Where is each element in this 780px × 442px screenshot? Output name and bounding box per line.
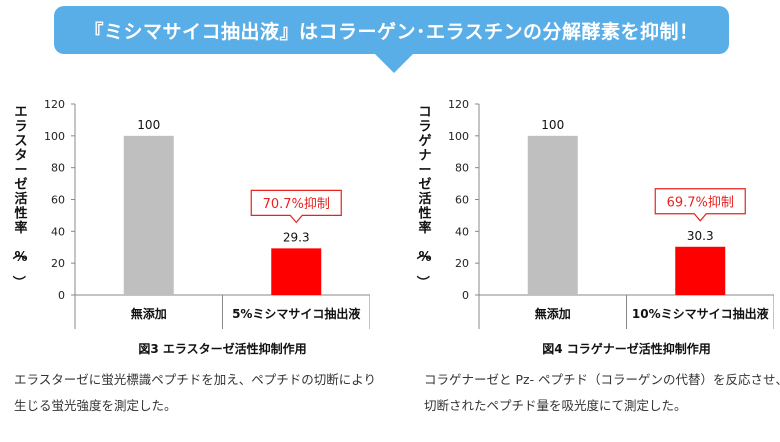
y-tick-label: 0: [58, 289, 65, 302]
y-tick-label: 0: [462, 289, 469, 302]
y-axis-label: エラスターゼ活性率（%）: [10, 105, 27, 289]
headline-banner: 『ミシマサイコ抽出液』はコラーゲン･エラスチンの分解酵素を抑制！: [54, 6, 729, 54]
elastase-chart-svg: エラスターゼ活性率（%） 0 20 40 60 80 100 120 100 無添加 29.3 5%ミ…: [10, 98, 370, 356]
bar: [271, 248, 322, 295]
y-tick-label: 100: [448, 130, 469, 143]
bar-value-label: 30.3: [687, 229, 714, 243]
y-tick-label: 100: [44, 130, 65, 143]
y-tick-label: 60: [51, 194, 65, 207]
y-tick-label: 40: [51, 225, 65, 238]
y-tick-label: 20: [455, 257, 469, 270]
bar: [675, 246, 726, 295]
bar: [123, 135, 174, 295]
elastase-chart: エラスターゼ活性率（%） 0 20 40 60 80 100 120 100 無添加 29.3 5%ミ…: [0, 88, 370, 358]
callout-box: [654, 188, 746, 222]
collagenase-method-text: コラゲナーゼと Pz- ペプチド（コラーゲンの代替）を反応させ、切断されたペプチ…: [424, 372, 780, 413]
collagenase-chart-svg: コラゲナーゼ活性率（%） 0 20 40 60 80 100 120 100 無添加 30.3 10%…: [414, 98, 774, 356]
figure-caption: 図4 コラゲナーゼ活性抑制作用: [542, 341, 711, 356]
y-tick-label: 60: [455, 194, 469, 207]
y-tick-label: 80: [455, 162, 469, 175]
collagenase-chart: コラゲナーゼ活性率（%） 0 20 40 60 80 100 120 100 無添加 30.3 10%…: [404, 88, 774, 358]
y-tick-label: 120: [44, 98, 65, 111]
y-tick-label: 120: [448, 98, 469, 111]
category-label: 無添加: [131, 306, 167, 321]
callout-box: [250, 189, 342, 224]
callout-text: 69.7%抑制: [667, 195, 734, 210]
callout-text: 70.7%抑制: [263, 197, 330, 212]
bar-value-label: 100: [137, 118, 160, 132]
y-tick-label: 80: [51, 162, 65, 175]
bar-value-label: 29.3: [283, 230, 310, 244]
y-tick-label: 20: [51, 257, 65, 270]
category-label: 10%ミシマサイコ抽出液: [632, 306, 769, 321]
bar: [527, 135, 578, 295]
figure-caption: 図3 エラスターゼ活性抑制作用: [138, 341, 306, 356]
y-axis-label: コラゲナーゼ活性率（%）: [414, 105, 431, 289]
elastase-method-text: エラスターゼに蛍光標識ペプチドを加え、ペプチドの切断により生じる蛍光強度を測定し…: [14, 372, 377, 413]
y-tick-label: 40: [455, 225, 469, 238]
headline-text: 『ミシマサイコ抽出液』はコラーゲン･エラスチンの分解酵素を抑制！: [84, 20, 699, 43]
bar-value-label: 100: [541, 118, 564, 132]
banner-pointer: [374, 53, 414, 73]
category-label: 5%ミシマサイコ抽出液: [232, 306, 360, 321]
category-label: 無添加: [535, 306, 571, 321]
